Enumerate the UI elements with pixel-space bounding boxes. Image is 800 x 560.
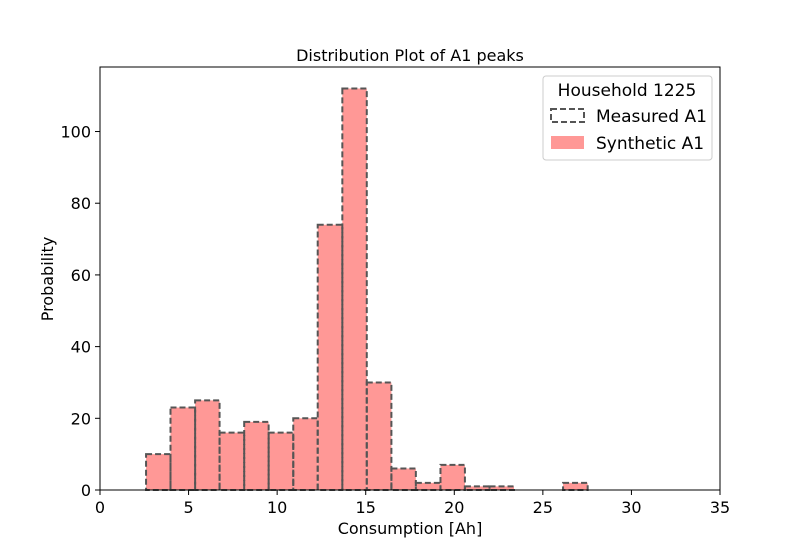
synthetic-bar xyxy=(195,400,220,490)
synthetic-bar xyxy=(440,464,465,490)
synthetic-bar xyxy=(268,432,294,490)
x-tick-label: 35 xyxy=(710,498,730,517)
plot-frame xyxy=(99,66,721,491)
legend-entry-measured: Measured A1 xyxy=(596,107,707,127)
synthetic-bar xyxy=(464,486,490,490)
legend-swatch-measured xyxy=(550,108,585,123)
y-tick-label: 0 xyxy=(81,481,91,500)
synthetic-bar xyxy=(415,482,441,490)
x-axis-label: Consumption [Ah] xyxy=(338,519,483,538)
measured-bar xyxy=(439,463,466,491)
synthetic-bar xyxy=(219,432,245,490)
y-tick-label: 100 xyxy=(60,123,91,142)
legend-entry-synthetic: Synthetic A1 xyxy=(596,134,704,154)
y-axis: 0 20 40 60 80 100 xyxy=(60,123,100,500)
x-axis: 0 5 10 15 20 25 30 35 xyxy=(95,490,730,517)
synthetic-bar xyxy=(293,418,318,490)
synthetic-bars xyxy=(146,88,588,490)
synthetic-bar xyxy=(391,468,416,490)
x-tick-label: 5 xyxy=(183,498,193,517)
y-axis-label: Probability xyxy=(38,237,57,322)
x-tick-label: 15 xyxy=(356,498,376,517)
y-tick-label: 60 xyxy=(71,266,91,285)
synthetic-bar xyxy=(146,454,171,490)
legend: Household 1225 Measured A1 Synthetic A1 xyxy=(542,75,713,161)
synthetic-bar xyxy=(170,407,196,490)
y-tick-label: 20 xyxy=(71,409,91,428)
synthetic-bar xyxy=(342,88,367,490)
y-tick-label: 40 xyxy=(71,338,91,357)
chart-title: Distribution Plot of A1 peaks xyxy=(296,46,524,65)
measured-bar xyxy=(341,87,368,491)
x-tick-label: 0 xyxy=(95,498,105,517)
x-tick-label: 25 xyxy=(533,498,553,517)
synthetic-bar xyxy=(563,482,588,490)
x-tick-label: 10 xyxy=(267,498,287,517)
synthetic-bar xyxy=(489,486,514,490)
legend-swatch-synthetic xyxy=(551,136,584,149)
synthetic-bar xyxy=(317,224,343,490)
legend-box xyxy=(542,75,713,161)
synthetic-bar xyxy=(366,382,392,490)
measured-bars xyxy=(145,87,589,492)
x-tick-label: 20 xyxy=(444,498,464,517)
legend-title: Household 1225 xyxy=(558,81,697,101)
x-tick-label: 30 xyxy=(621,498,641,517)
measured-bar xyxy=(562,481,589,491)
y-tick-label: 80 xyxy=(71,194,91,213)
synthetic-bar xyxy=(244,421,269,490)
